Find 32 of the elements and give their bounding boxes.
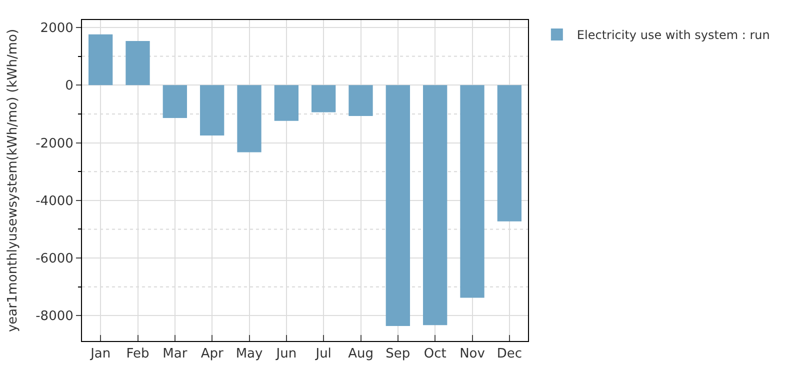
y-tick-label: -2000: [36, 136, 74, 152]
bar: [200, 85, 224, 136]
x-tick-label: May: [236, 346, 263, 362]
bar: [497, 85, 522, 222]
legend-label: Electricity use with system : run: [576, 28, 770, 42]
bar: [237, 85, 262, 152]
x-tick-label: Mar: [162, 346, 188, 362]
x-tick-label: Sep: [386, 346, 410, 362]
x-tick-label: Aug: [348, 346, 374, 362]
x-tick-label: Jan: [90, 346, 111, 362]
bar: [274, 85, 298, 121]
x-tick-label: Nov: [460, 346, 486, 362]
bar: [312, 85, 336, 112]
bar: [386, 85, 410, 326]
bar: [88, 34, 113, 86]
y-tick-label: -8000: [36, 309, 74, 324]
y-tick-label: 2000: [40, 21, 74, 36]
x-tick-label: Apr: [200, 346, 224, 362]
x-tick-label: Dec: [496, 346, 522, 362]
bar: [348, 85, 373, 116]
y-tick-label: 0: [65, 78, 74, 94]
x-tick-label: Jul: [314, 346, 332, 362]
bar: [126, 41, 150, 86]
y-tick-label: -4000: [36, 194, 74, 209]
x-tick-label: Feb: [126, 346, 150, 362]
bar: [460, 85, 484, 298]
bar: [423, 85, 448, 326]
bar: [162, 85, 187, 118]
x-tick-label: Jun: [275, 346, 297, 362]
y-axis-title: year1monthlyusewsystem(kWh/mo) (kWh/mo): [6, 28, 21, 332]
y-tick-label: -6000: [36, 252, 74, 267]
x-tick-label: Oct: [424, 346, 446, 362]
